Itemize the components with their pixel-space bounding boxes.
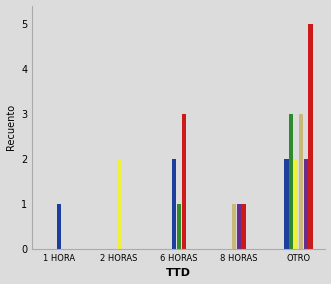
Bar: [241, 204, 246, 249]
Bar: [294, 159, 298, 249]
X-axis label: TTD: TTD: [166, 268, 191, 278]
Bar: [177, 204, 181, 249]
Bar: [237, 204, 241, 249]
Bar: [284, 159, 289, 249]
Bar: [308, 24, 312, 249]
Bar: [232, 204, 236, 249]
Bar: [57, 204, 61, 249]
Bar: [172, 159, 176, 249]
Bar: [289, 114, 294, 249]
Bar: [117, 159, 121, 249]
Bar: [299, 114, 303, 249]
Y-axis label: Recuento: Recuento: [6, 104, 16, 150]
Bar: [304, 159, 308, 249]
Bar: [181, 114, 186, 249]
